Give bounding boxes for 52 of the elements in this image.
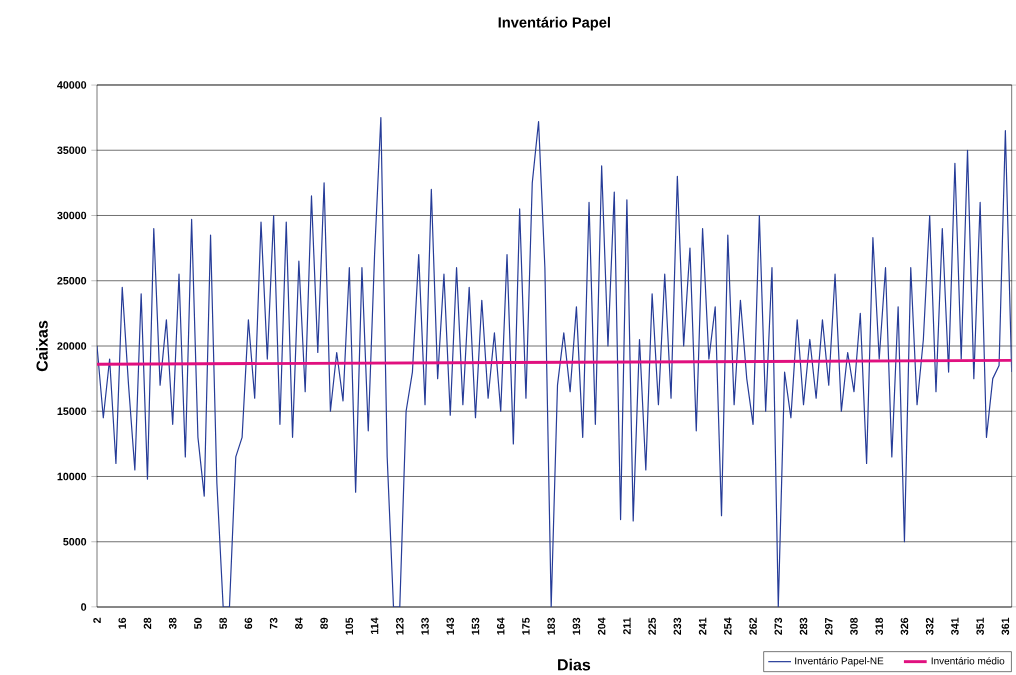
x-tick-label: 89 <box>320 617 328 629</box>
x-tick-label: 73 <box>269 617 278 629</box>
x-tick-label: 175 <box>522 617 530 635</box>
x-tick-label: 262 <box>749 617 757 635</box>
x-tick-label: 38 <box>168 617 177 630</box>
x-tick-label: 114 <box>370 617 379 634</box>
x-tick-label: 326 <box>900 617 909 635</box>
x-tick-label: 28 <box>143 617 152 629</box>
x-tick-label: 105 <box>345 617 354 635</box>
x-tick-label: 308 <box>850 617 858 635</box>
line-series <box>97 117 1012 607</box>
x-tick-label: 183 <box>547 617 555 635</box>
y-tick-label: 25000 <box>57 276 87 285</box>
x-tick-label: 143 <box>446 617 455 635</box>
x-tick-label: 204 <box>597 617 606 635</box>
x-tick-label: 332 <box>925 617 934 635</box>
y-tick-label: 15000 <box>57 407 87 416</box>
legend-label: Inventário médio <box>931 656 1005 665</box>
x-tick-label: 283 <box>799 617 808 635</box>
x-tick-label: 58 <box>219 617 227 629</box>
y-tick-label: 0 <box>81 603 87 611</box>
y-tick-label: 5000 <box>63 537 87 546</box>
x-tick-label: 193 <box>572 617 581 635</box>
y-tick-label: 10000 <box>57 472 87 481</box>
x-axis-title: Dias <box>558 658 591 671</box>
x-tick-label: 84 <box>295 617 303 629</box>
x-tick-label: 351 <box>976 617 984 635</box>
x-tick-label: 273 <box>774 617 783 635</box>
x-tick-label: 164 <box>496 617 505 635</box>
y-tick-label: 40000 <box>57 81 87 89</box>
y-axis-title: Caixas <box>36 320 48 372</box>
x-tick-label: 241 <box>698 617 707 635</box>
y-tick-label: 20000 <box>57 342 87 350</box>
x-tick-label: 361 <box>1001 617 1010 635</box>
x-tick-label: 123 <box>396 617 404 635</box>
x-tick-label: 211 <box>623 617 631 635</box>
x-tick-label: 225 <box>648 617 656 635</box>
x-tick-label: 318 <box>875 617 883 635</box>
x-tick-label: 66 <box>244 617 253 629</box>
x-tick-label: 2 <box>93 617 101 623</box>
y-tick-label: 30000 <box>57 211 87 220</box>
y-tick-label: 35000 <box>57 146 87 155</box>
x-tick-label: 254 <box>724 617 732 635</box>
x-tick-label: 153 <box>471 617 480 635</box>
x-tick-label: 16 <box>118 617 127 629</box>
x-tick-label: 50 <box>194 617 202 629</box>
chart-title: Inventário Papel <box>498 16 610 31</box>
x-tick-label: 341 <box>951 617 959 635</box>
x-tick-label: 133 <box>421 617 429 635</box>
legend-label: Inventário Papel-NE <box>795 656 884 667</box>
x-tick-label: 233 <box>673 617 682 635</box>
x-tick-label: 297 <box>824 617 833 635</box>
